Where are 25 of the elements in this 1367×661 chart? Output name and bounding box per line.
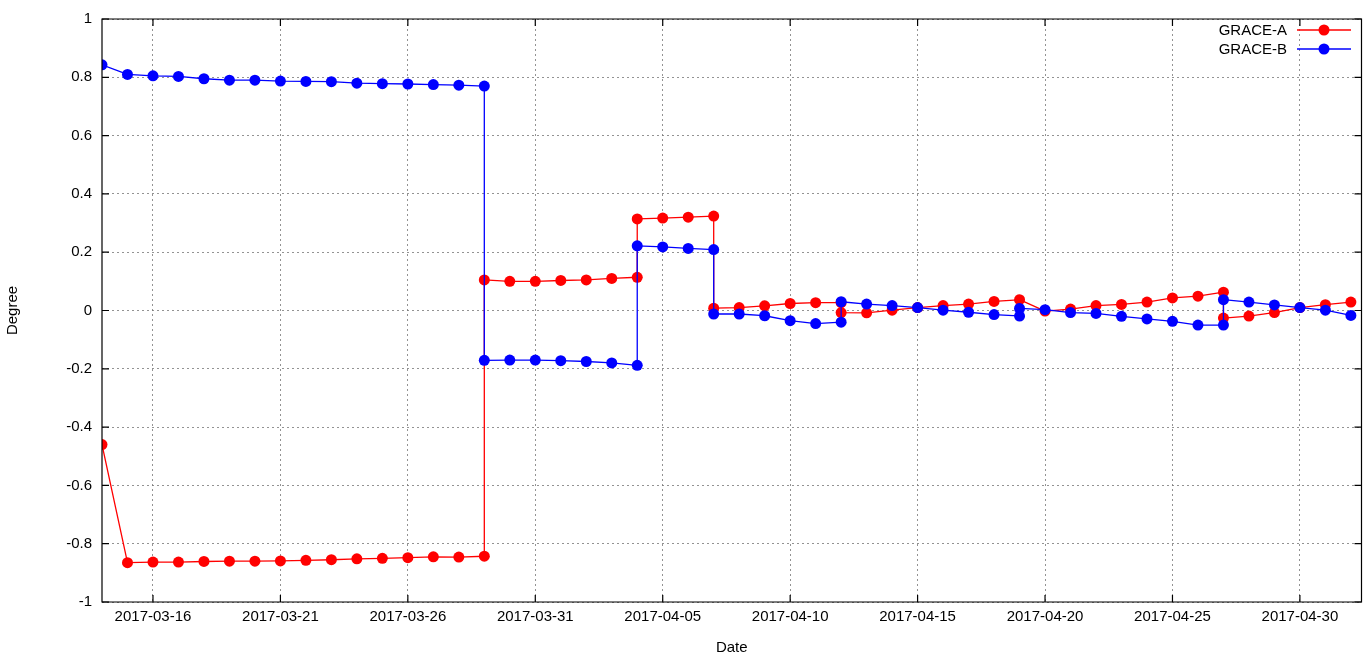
x-axis-title: Date bbox=[715, 638, 748, 656]
y-tick-label: 0.4 bbox=[71, 184, 92, 202]
x-tick-label: 2017-04-25 bbox=[1134, 607, 1211, 625]
y-tick-label: 0 bbox=[83, 300, 92, 318]
y-tick-label: 0.6 bbox=[71, 125, 92, 143]
y-tick-label: 0.2 bbox=[71, 242, 92, 260]
x-tick-label: 2017-04-15 bbox=[879, 607, 956, 625]
y-axis-title: Degree bbox=[3, 285, 21, 336]
y-tick-label: -0.8 bbox=[66, 533, 92, 551]
legend-label: GRACE-A bbox=[1218, 20, 1287, 39]
x-tick-label: 2017-04-20 bbox=[1006, 607, 1084, 625]
x-tick-label: 2017-03-16 bbox=[114, 607, 192, 625]
y-tick-label: -0.6 bbox=[66, 475, 92, 493]
y-tick-label: 1 bbox=[83, 9, 92, 27]
x-tick-label: 2017-04-30 bbox=[1261, 607, 1339, 625]
y-tick-label: -1 bbox=[78, 592, 92, 610]
x-tick-label: 2017-03-21 bbox=[242, 607, 319, 625]
x-tick-label: 2017-04-05 bbox=[624, 607, 702, 625]
legend-label: GRACE-B bbox=[1218, 39, 1287, 58]
x-tick-label: 2017-04-10 bbox=[751, 607, 829, 625]
x-tick-label: 2017-03-26 bbox=[369, 607, 447, 625]
x-tick-label: 2017-03-31 bbox=[496, 607, 574, 625]
y-tick-label: 0.8 bbox=[71, 67, 92, 85]
y-tick-label: -0.4 bbox=[66, 417, 92, 435]
y-tick-label: -0.2 bbox=[66, 358, 92, 376]
